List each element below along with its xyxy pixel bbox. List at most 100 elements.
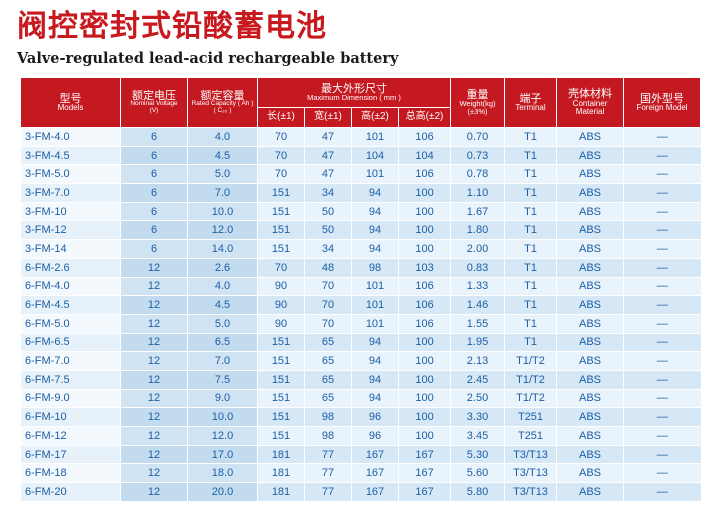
cell-terminal: T1 — [504, 239, 557, 259]
cell-model: 6-FM-4.5 — [20, 295, 121, 315]
header-width: 宽(±1) — [304, 107, 352, 128]
header-models-en: Models — [57, 103, 84, 113]
header-capacity-en: Rated Capacity ( Ah ) — [191, 100, 254, 108]
cell-height: 167 — [351, 445, 399, 465]
header-voltage-cn: 额定电压 — [132, 88, 176, 102]
cell-model: 6-FM-12 — [20, 426, 121, 446]
cell-width: 65 — [304, 389, 352, 409]
cell-width: 47 — [304, 146, 352, 166]
cell-total-height: 100 — [397, 220, 451, 241]
cell-capacity: 17.0 — [187, 445, 258, 465]
cell-length: 181 — [257, 482, 305, 502]
cell-total-height: 104 — [397, 146, 451, 166]
cell-height: 94 — [351, 389, 399, 409]
header-weight-en: Weight(kg) — [459, 99, 496, 109]
cell-height: 101 — [351, 295, 399, 315]
cell-voltage: 12 — [120, 370, 188, 390]
cell-total-height: 106 — [397, 127, 451, 147]
table-row: 3-FM-12 6 12.0 151 50 94 100 1.80 T1 ABS — — [20, 220, 701, 241]
cell-capacity: 9.0 — [187, 389, 258, 409]
cell-model: 6-FM-10 — [20, 407, 121, 427]
cell-model: 6-FM-4.0 — [20, 277, 121, 297]
cell-weight: 5.30 — [450, 445, 505, 465]
cell-length: 151 — [257, 389, 305, 409]
cell-model: 3-FM-14 — [20, 239, 121, 259]
cell-length: 151 — [257, 351, 305, 371]
cell-voltage: 12 — [120, 333, 188, 353]
cell-width: 70 — [304, 277, 352, 297]
cell-height: 167 — [351, 463, 399, 484]
header-dimensions-cn: 最大外形尺寸 — [321, 81, 387, 95]
header-foreign-en: Foreign Model — [636, 103, 688, 113]
cell-material: ABS — [556, 314, 624, 334]
cell-terminal: T3/T13 — [504, 463, 557, 484]
cell-length: 70 — [257, 164, 305, 185]
cell-total-height: 100 — [397, 389, 451, 409]
cell-height: 101 — [351, 164, 399, 185]
cell-model: 3-FM-10 — [20, 202, 121, 222]
cell-height: 101 — [351, 127, 399, 147]
cell-weight: 5.60 — [450, 463, 505, 484]
cell-width: 65 — [304, 370, 352, 390]
table-row: 6-FM-9.0 12 9.0 151 65 94 100 2.50 T1/T2 ABS — — [20, 389, 701, 409]
cell-height: 96 — [351, 407, 399, 427]
cell-material: ABS — [556, 351, 624, 371]
cell-voltage: 12 — [120, 426, 188, 446]
cell-material: ABS — [556, 463, 624, 484]
cell-terminal: T251 — [504, 407, 557, 427]
cell-length: 90 — [257, 295, 305, 315]
cell-voltage: 12 — [120, 314, 188, 334]
cell-model: 3-FM-5.0 — [20, 164, 121, 185]
cell-length: 151 — [257, 202, 305, 222]
cell-voltage: 6 — [120, 146, 188, 166]
cell-weight: 1.55 — [450, 314, 505, 334]
cell-terminal: T3/T13 — [504, 445, 557, 465]
cell-model: 6-FM-17 — [20, 445, 121, 465]
cell-terminal: T1/T2 — [504, 351, 557, 371]
cell-length: 90 — [257, 277, 305, 297]
cell-foreign-model: — — [623, 445, 701, 465]
cell-foreign-model: — — [623, 389, 701, 409]
cell-capacity: 6.5 — [187, 333, 258, 353]
cell-length: 70 — [257, 127, 305, 147]
cell-foreign-model: — — [623, 426, 701, 446]
cell-length: 151 — [257, 370, 305, 390]
cell-total-height: 100 — [397, 426, 451, 446]
header-voltage-en: Nominal Voltage — [130, 100, 178, 108]
header-height: 高(±2) — [351, 107, 399, 128]
cell-voltage: 12 — [120, 351, 188, 371]
cell-width: 70 — [304, 314, 352, 334]
cell-total-height: 100 — [397, 202, 451, 222]
cell-capacity: 10.0 — [187, 407, 258, 427]
cell-length: 151 — [257, 333, 305, 353]
cell-material: ABS — [556, 220, 624, 241]
cell-total-height: 167 — [397, 482, 451, 502]
cell-height: 94 — [351, 333, 399, 353]
cell-width: 65 — [304, 351, 352, 371]
header-terminal: 端子 Terminal — [504, 77, 558, 128]
cell-voltage: 12 — [120, 277, 188, 297]
header-material-en1: Container — [572, 98, 608, 108]
cell-height: 94 — [351, 239, 399, 259]
cell-material: ABS — [556, 333, 624, 353]
cell-terminal: T3/T13 — [504, 482, 557, 502]
cell-model: 6-FM-2.6 — [20, 258, 121, 278]
header-material-en2: Material — [575, 107, 605, 117]
cell-width: 98 — [304, 407, 352, 427]
table-row: 3-FM-4.5 6 4.5 70 47 104 104 0.73 T1 ABS — — [20, 146, 701, 166]
cell-height: 94 — [351, 351, 399, 371]
cell-weight: 1.46 — [450, 295, 505, 315]
table-row: 6-FM-10 12 10.0 151 98 96 100 3.30 T251 ABS — — [20, 407, 701, 427]
cell-terminal: T1 — [504, 220, 557, 241]
header-voltage: 额定电压 Nominal Voltage (V) — [120, 77, 188, 128]
cell-width: 47 — [304, 164, 352, 185]
cell-foreign-model: — — [623, 370, 701, 390]
table-row: 6-FM-20 12 20.0 181 77 167 167 5.80 T3/T13 ABS — — [20, 482, 701, 502]
header-weight: 重量 Weight(kg) (±3%) — [450, 77, 506, 128]
cell-total-height: 100 — [397, 351, 451, 371]
header-material-cn: 壳体材料 — [568, 87, 613, 101]
cell-width: 65 — [304, 333, 352, 353]
header-models: 型号 Models — [20, 77, 121, 128]
header-weight-cn: 重量 — [466, 87, 489, 101]
cell-length: 151 — [257, 407, 305, 427]
